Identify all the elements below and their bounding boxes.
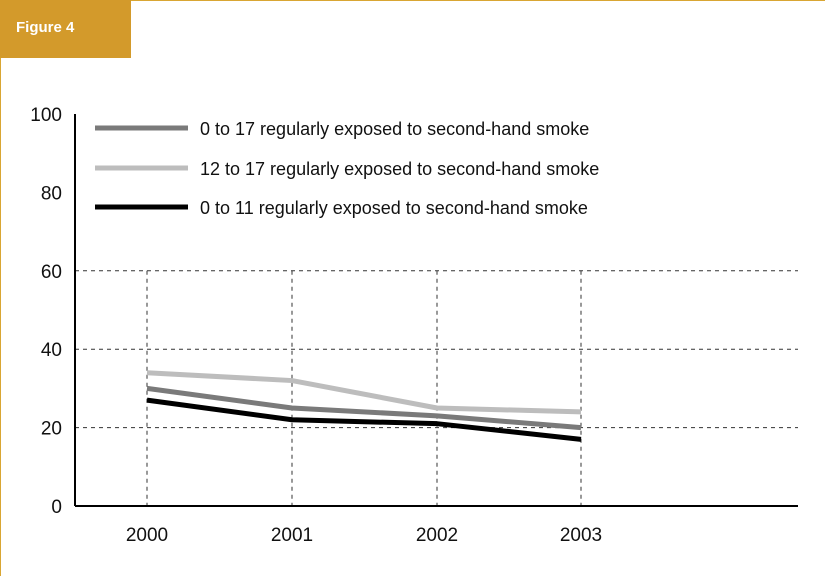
y-tick-label: 40 — [41, 340, 62, 361]
y-tick-labels: 0 20 40 60 80 100 — [30, 105, 62, 518]
series-line-2 — [146, 397, 582, 442]
axes — [74, 114, 798, 507]
series-line-1 — [146, 370, 582, 415]
series-line-0 — [146, 385, 582, 431]
x-tick-label: 2000 — [126, 525, 168, 546]
x-tick-labels: 2000 2001 2002 2003 — [126, 525, 602, 546]
legend-label-2: 0 to 11 regularly exposed to second-hand… — [200, 198, 588, 218]
series-lines — [146, 370, 582, 442]
y-tick-label: 100 — [30, 105, 62, 126]
y-tick-label: 60 — [41, 262, 62, 283]
legend-label-1: 12 to 17 regularly exposed to second-han… — [200, 159, 599, 179]
legend-label-0: 0 to 17 regularly exposed to second-hand… — [200, 119, 589, 139]
y-tick-label: 80 — [41, 183, 62, 204]
grid-lines — [75, 270, 798, 506]
x-tick-label: 2002 — [416, 525, 458, 546]
x-tick-label: 2003 — [560, 525, 602, 546]
figure-badge: Figure 4 — [0, 0, 131, 58]
y-tick-label: 0 — [51, 497, 62, 518]
y-tick-label: 20 — [41, 419, 62, 440]
x-tick-label: 2001 — [271, 525, 313, 546]
legend: 0 to 17 regularly exposed to second-hand… — [95, 119, 599, 218]
figure-label: Figure 4 — [16, 19, 75, 36]
